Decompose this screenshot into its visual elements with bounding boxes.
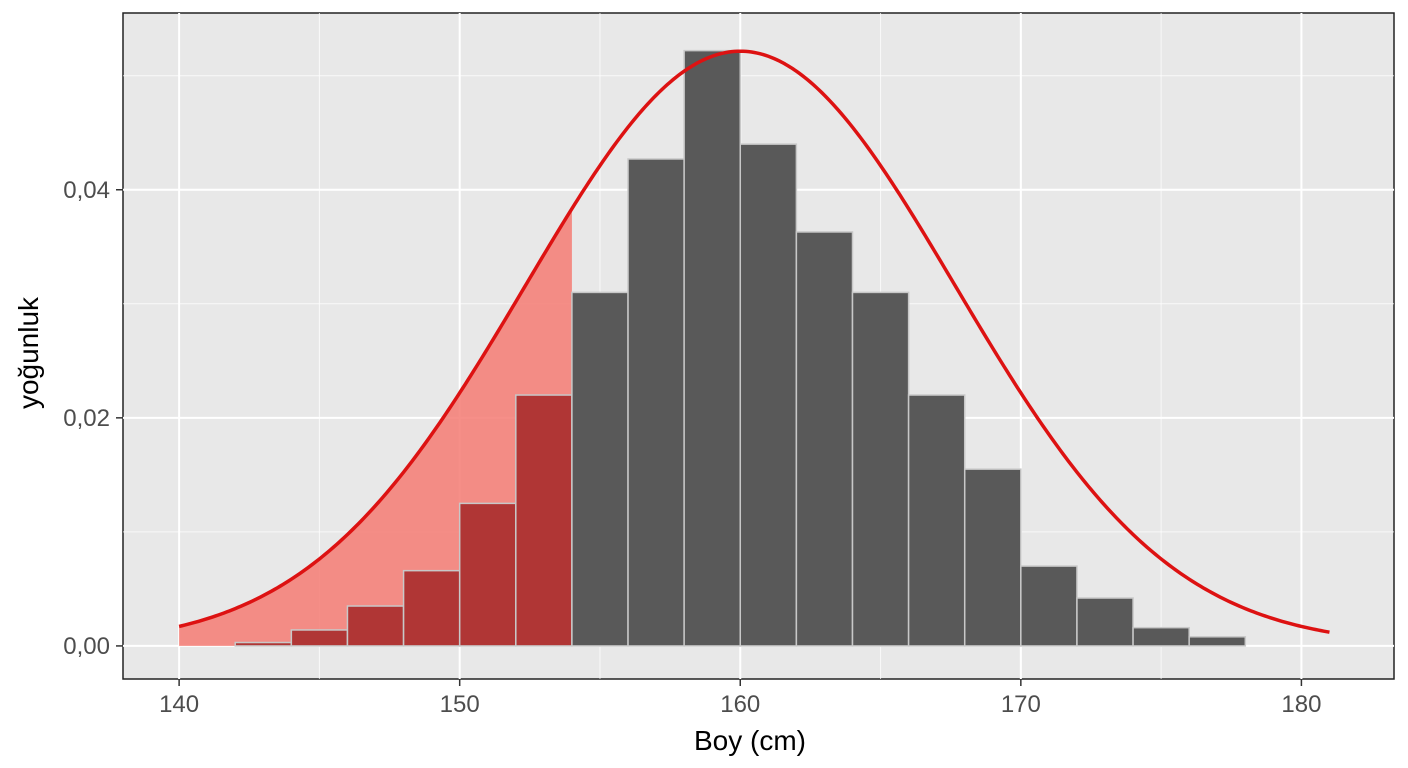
histogram-bar (795, 231, 854, 647)
histogram-bar (907, 394, 966, 647)
normal-density-curve (178, 49, 1330, 634)
histogram-bar (1076, 597, 1134, 647)
histogram-bar (627, 158, 685, 647)
x-tick-label: 170 (1001, 691, 1041, 718)
x-axis-title: Boy (cm) (694, 725, 806, 756)
histogram-bar-highlighted (290, 629, 349, 647)
histogram-bar-highlighted (402, 569, 461, 647)
histogram-bar-highlighted (346, 605, 405, 647)
histogram-bar (1020, 565, 1078, 647)
histogram-bar (571, 291, 629, 647)
histogram-bar (1188, 636, 1247, 647)
y-tick-label: 0,02 (63, 405, 110, 432)
y-tick-labels: 0,00 0,02 0,04 (63, 177, 110, 660)
bars-layer (234, 49, 1247, 647)
y-axis-title: yoğunluk (13, 296, 44, 409)
x-tick-labels: 140 150 160 170 180 (159, 691, 1321, 718)
histogram-bar (739, 143, 798, 647)
x-tick-label: 180 (1281, 691, 1321, 718)
histogram-bar-highlighted (458, 502, 517, 647)
histogram-bar (963, 468, 1022, 647)
axis-ticks (116, 189, 1303, 686)
histogram-bar-highlighted (515, 394, 573, 647)
x-tick-label: 150 (440, 691, 480, 718)
histogram-bar (851, 291, 910, 647)
y-tick-label: 0,00 (63, 633, 110, 660)
x-tick-label: 160 (720, 691, 760, 718)
x-tick-label: 140 (159, 691, 199, 718)
curve-layer (178, 49, 1330, 634)
histogram-bar (683, 49, 742, 647)
histogram-bar-highlighted (234, 641, 293, 647)
y-tick-label: 0,04 (63, 177, 110, 204)
histogram-bar (1132, 626, 1190, 647)
